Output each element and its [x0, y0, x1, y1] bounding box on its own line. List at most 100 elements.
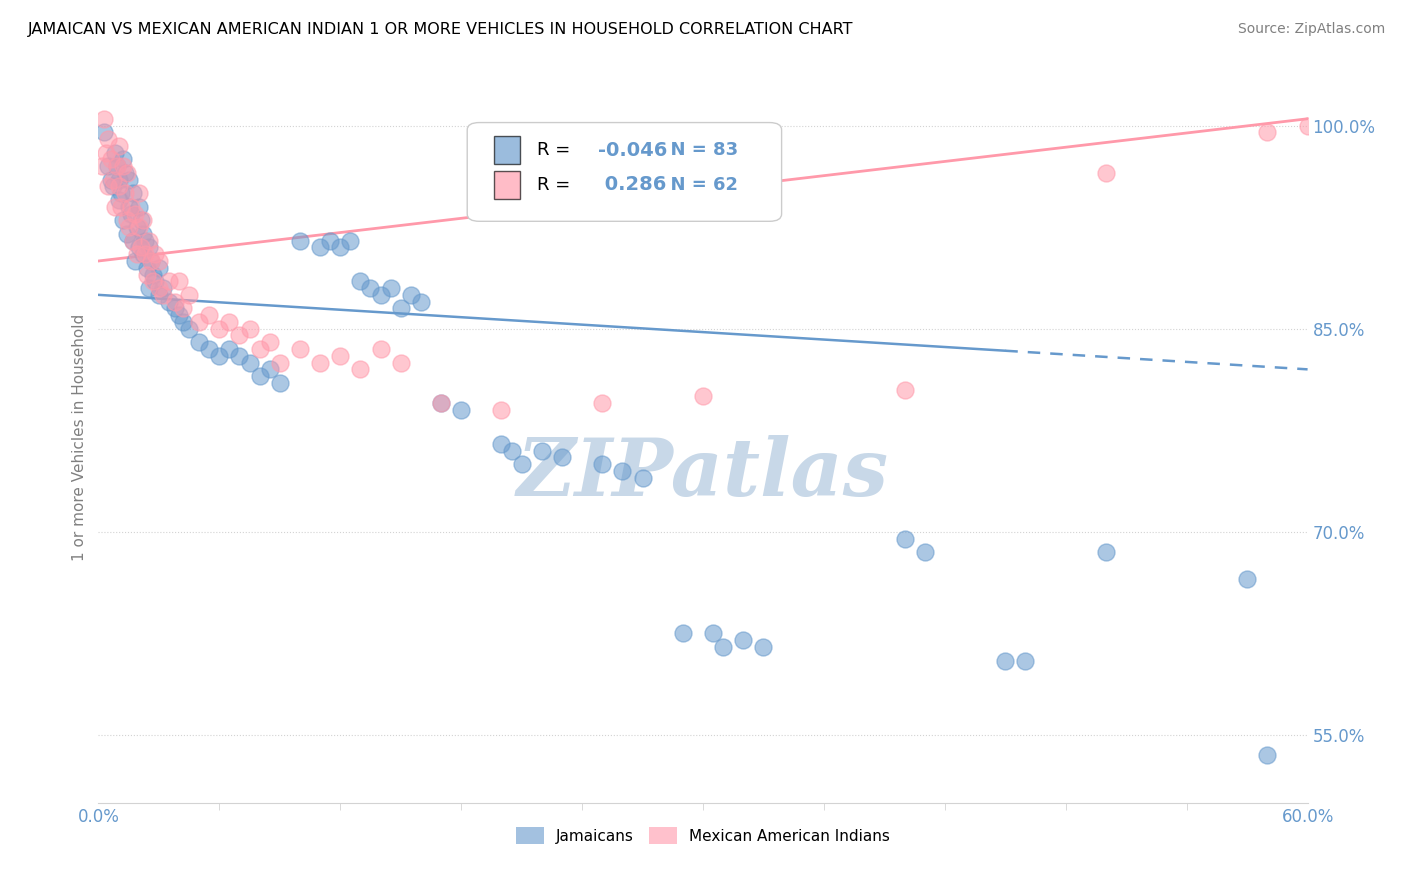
Point — [142, 268, 165, 282]
Text: N = 83: N = 83 — [658, 141, 738, 160]
Point — [179, 322, 201, 336]
Point — [93, 125, 115, 139]
Point — [612, 464, 634, 478]
Point — [128, 200, 150, 214]
Point — [370, 342, 392, 356]
Point — [259, 335, 281, 350]
Point — [228, 328, 250, 343]
Point — [157, 294, 180, 309]
Point — [114, 186, 136, 201]
Text: 0.286: 0.286 — [598, 175, 666, 194]
Point — [100, 172, 122, 186]
Point — [135, 260, 157, 275]
Point — [752, 640, 775, 654]
Point — [259, 362, 281, 376]
Point — [110, 186, 132, 201]
Point — [167, 274, 190, 288]
Point — [692, 389, 714, 403]
Point — [148, 288, 170, 302]
Point — [591, 396, 613, 410]
Point — [114, 166, 136, 180]
Text: R =: R = — [537, 141, 576, 160]
Point — [100, 153, 122, 167]
Text: N = 62: N = 62 — [658, 176, 738, 194]
Point — [125, 247, 148, 261]
Point — [1095, 166, 1118, 180]
Point — [139, 254, 162, 268]
Point — [97, 132, 120, 146]
Point — [103, 200, 125, 214]
Text: ZIPatlas: ZIPatlas — [517, 435, 889, 512]
FancyBboxPatch shape — [494, 171, 520, 199]
Point — [329, 349, 352, 363]
Point — [1014, 654, 1036, 668]
Point — [349, 274, 371, 288]
Point — [188, 315, 211, 329]
Point — [733, 633, 755, 648]
Point — [672, 626, 695, 640]
Point — [124, 254, 146, 268]
Point — [1256, 125, 1278, 139]
Point — [430, 396, 453, 410]
Text: R =: R = — [537, 176, 576, 194]
Point — [120, 206, 142, 220]
Point — [179, 288, 201, 302]
Point — [198, 342, 221, 356]
Point — [138, 240, 160, 254]
Point — [96, 145, 118, 160]
Point — [128, 220, 150, 235]
Point — [249, 342, 271, 356]
Point — [319, 234, 342, 248]
Point — [143, 247, 166, 261]
Point — [107, 172, 129, 186]
Point — [309, 240, 332, 254]
Point — [118, 220, 141, 235]
Point — [121, 234, 143, 248]
Point — [134, 234, 156, 248]
Point — [239, 322, 262, 336]
Point — [249, 369, 271, 384]
Point — [93, 112, 115, 126]
Point — [125, 220, 148, 235]
Point — [97, 159, 120, 173]
Point — [148, 281, 170, 295]
Point — [152, 281, 174, 295]
Point — [103, 145, 125, 160]
Point — [491, 403, 513, 417]
Point — [124, 206, 146, 220]
Point — [135, 268, 157, 282]
Point — [111, 153, 134, 167]
Point — [163, 294, 186, 309]
Point — [167, 308, 190, 322]
Point — [143, 274, 166, 288]
Point — [107, 193, 129, 207]
Text: JAMAICAN VS MEXICAN AMERICAN INDIAN 1 OR MORE VEHICLES IN HOUSEHOLD CORRELATION : JAMAICAN VS MEXICAN AMERICAN INDIAN 1 OR… — [28, 22, 853, 37]
Point — [349, 362, 371, 376]
Point — [591, 457, 613, 471]
Legend: Jamaicans, Mexican American Indians: Jamaicans, Mexican American Indians — [510, 822, 896, 850]
Point — [551, 450, 574, 465]
Point — [893, 532, 915, 546]
Point — [111, 159, 134, 173]
Point — [132, 227, 155, 241]
Point — [142, 274, 165, 288]
Point — [105, 159, 128, 173]
Point — [121, 186, 143, 201]
Point — [269, 376, 291, 390]
Point — [631, 471, 654, 485]
FancyBboxPatch shape — [494, 136, 520, 164]
Point — [380, 281, 402, 295]
Point — [208, 349, 231, 363]
Point — [118, 200, 141, 214]
Point — [399, 288, 422, 302]
Point — [101, 179, 124, 194]
Point — [121, 234, 143, 248]
FancyBboxPatch shape — [467, 122, 782, 221]
Point — [134, 247, 156, 261]
Y-axis label: 1 or more Vehicles in Household: 1 or more Vehicles in Household — [72, 313, 87, 561]
Point — [120, 200, 142, 214]
Point — [172, 301, 194, 316]
Point — [228, 349, 250, 363]
Point — [110, 200, 132, 214]
Point — [994, 654, 1017, 668]
